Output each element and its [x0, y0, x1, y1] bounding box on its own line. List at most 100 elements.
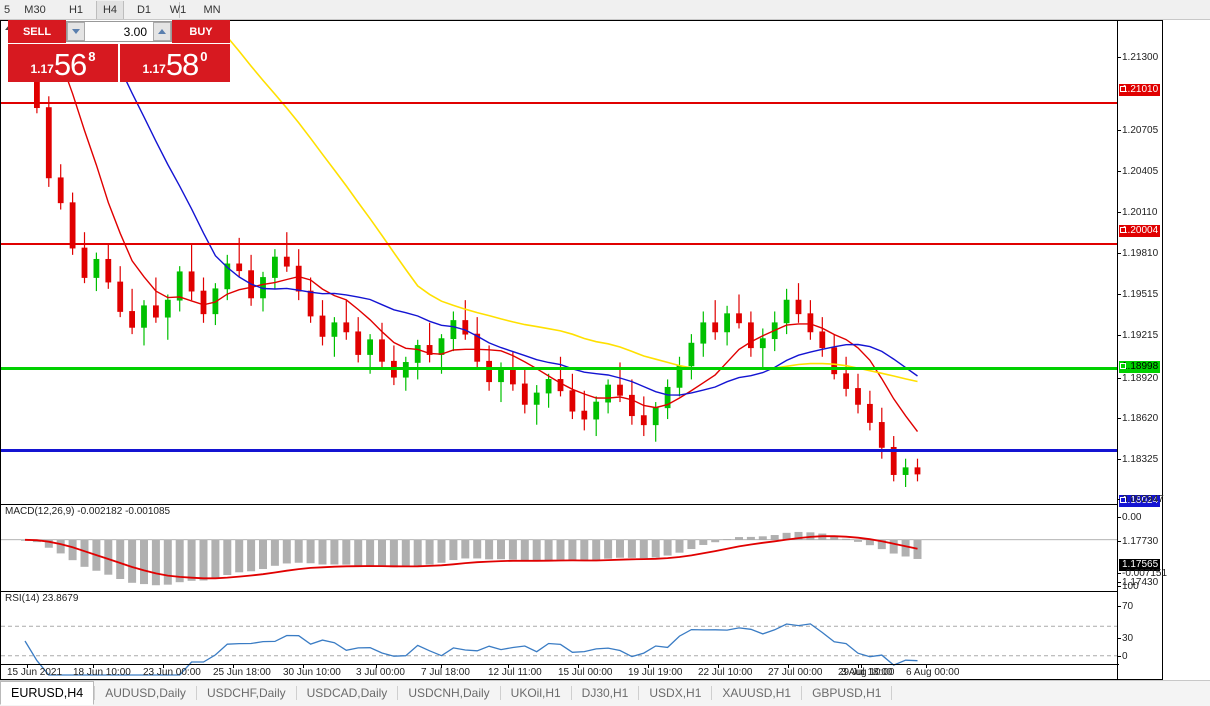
tab-separator	[891, 686, 893, 700]
time-axis-tick	[303, 665, 304, 668]
symbol-tab-usdx-h1[interactable]: USDX,H1	[649, 686, 702, 700]
timeframe-button-m30[interactable]: M30	[24, 4, 46, 16]
panel-divider-macd	[1, 504, 1119, 505]
tab-separator	[195, 686, 197, 700]
symbol-tab-xauusd-h1[interactable]: XAUUSD,H1	[722, 686, 792, 700]
one-click-trading-controls: SELL 3.00 BUY	[8, 20, 230, 43]
indicator-axis-label: 70	[1117, 601, 1134, 612]
price-axis-label: 1.18325	[1117, 454, 1159, 465]
symbol-tab-audusd-daily[interactable]: AUDUSD,Daily	[105, 686, 186, 700]
volume-input[interactable]: 3.00	[123, 24, 147, 39]
macd-plot[interactable]	[1, 517, 1119, 595]
buy-price-fraction: 0	[200, 49, 208, 64]
horizontal-level-line-green[interactable]	[1, 367, 1119, 370]
price-level-label-green[interactable]: 1.18998	[1119, 361, 1161, 373]
tab-separator	[94, 686, 96, 700]
time-axis-tick	[861, 665, 862, 668]
symbol-tab-eurusd-h4[interactable]: EURUSD,H4	[0, 681, 95, 705]
time-axis-tick	[163, 665, 164, 668]
price-level-label-red[interactable]: 1.20004	[1119, 225, 1161, 237]
volume-increase-button[interactable]	[153, 22, 171, 41]
sell-price-main: 56	[53, 47, 87, 82]
tab-separator	[499, 686, 501, 700]
chevron-up-icon	[158, 29, 166, 34]
symbol-tab-gbpusd-h1[interactable]: GBPUSD,H1	[812, 686, 882, 700]
horizontal-level-line-blue[interactable]	[1, 449, 1119, 452]
price-axis-label: 1.18920	[1117, 373, 1159, 384]
price-level-label-blue[interactable]: 1.18024	[1119, 495, 1161, 507]
rsi-plot[interactable]	[1, 604, 1119, 678]
time-axis-label: 6 Aug 00:00	[906, 667, 960, 678]
buy-button[interactable]: BUY	[172, 20, 230, 43]
symbol-tab-dj30-h1[interactable]: DJ30,H1	[581, 686, 629, 700]
level-drag-handle[interactable]	[1120, 86, 1126, 92]
price-axis-label: 1.20405	[1117, 166, 1159, 177]
tab-separator	[295, 686, 297, 700]
price-axis-label: 1.17730	[1117, 536, 1159, 547]
level-drag-handle[interactable]	[1120, 227, 1126, 233]
timeframe-button-h4[interactable]: H4	[96, 1, 124, 19]
timeframe-button-w1[interactable]: W1	[169, 4, 187, 16]
time-axis-tick	[578, 665, 579, 668]
price-axis-label: 1.20110	[1117, 207, 1158, 218]
horizontal-level-line-red[interactable]	[1, 102, 1119, 104]
time-axis-label: 27 Jul 00:00	[768, 667, 823, 678]
tab-separator	[570, 686, 572, 700]
time-axis-label: 3 Jul 00:00	[356, 667, 405, 678]
time-axis-label: 25 Jun 18:00	[213, 667, 271, 678]
symbol-tab-usdcad-daily[interactable]: USDCAD,Daily	[306, 686, 388, 700]
symbol-tab-usdcnh-daily[interactable]: USDCNH,Daily	[408, 686, 490, 700]
time-axis-label: 7 Jul 18:00	[421, 667, 470, 678]
time-axis-tick	[858, 665, 859, 668]
volume-decrease-button[interactable]	[67, 22, 85, 41]
price-level-label-red[interactable]: 1.21010	[1119, 84, 1161, 96]
time-axis-label: 12 Jul 11:00	[488, 667, 542, 678]
volume-stepper[interactable]: 3.00	[66, 21, 172, 42]
price-level-label-black[interactable]: 1.17565	[1119, 559, 1161, 571]
level-drag-handle[interactable]	[1120, 363, 1126, 369]
timeframe-button-5[interactable]: 5	[3, 4, 11, 16]
indicator-axis-label: 100	[1118, 581, 1139, 592]
tab-separator	[397, 686, 399, 700]
level-drag-handle[interactable]	[1120, 497, 1126, 503]
time-axis-tick	[508, 665, 509, 668]
price-axis-label: 1.19810	[1117, 248, 1159, 259]
price-axis-label: 1.20705	[1117, 125, 1159, 136]
price-axis-label: 1.19515	[1117, 289, 1159, 300]
time-axis-tick	[233, 665, 234, 668]
macd-label: MACD(12,26,9) -0.002182 -0.001085	[5, 506, 171, 517]
timeframe-button-d1[interactable]: D1	[136, 4, 152, 16]
buy-price-display[interactable]: 1.17 58 0	[120, 43, 230, 82]
tab-separator	[638, 686, 640, 700]
indicator-axis-label: 0	[1118, 651, 1128, 662]
sell-button[interactable]: SELL	[8, 20, 66, 43]
price-axis-label: 1.18620	[1117, 413, 1159, 424]
time-axis-tick	[718, 665, 719, 668]
time-axis-label: 18 Jun 10:00	[73, 667, 131, 678]
timeframe-button-h1[interactable]: H1	[68, 4, 84, 16]
sell-price-display[interactable]: 1.17 56 8	[8, 43, 118, 82]
time-axis-tick	[376, 665, 377, 668]
price-axis-label: 1.19215	[1117, 330, 1159, 341]
symbol-tab-bar: EURUSD,H4 AUDUSD,Daily USDCHF,Daily USDCAD,…	[0, 680, 1210, 706]
indicator-axis-label: -0.007151	[1117, 568, 1168, 579]
panel-divider-rsi	[1, 591, 1119, 592]
indicator-axis-label: 0.002947	[1118, 494, 1164, 505]
time-axis-tick	[27, 665, 28, 668]
symbol-tab-ukoil-h1[interactable]: UKOil,H1	[510, 686, 561, 700]
chart-window[interactable]: EURUSD,H4 1.17597 1.17629 1.17536 1.1756…	[0, 20, 1167, 680]
time-axis-label: 19 Jul 19:00	[628, 667, 683, 678]
time-axis-label: 30 Jun 10:00	[283, 667, 341, 678]
sell-price-prefix: 1.17	[30, 62, 54, 76]
horizontal-level-line-red[interactable]	[1, 243, 1119, 245]
indicator-axis-label: 0.00	[1117, 512, 1142, 523]
price-plot[interactable]	[1, 34, 1119, 504]
time-axis-label: 15 Jul 00:00	[558, 667, 613, 678]
symbol-tab-usdchf-daily[interactable]: USDCHF,Daily	[206, 686, 286, 700]
indicator-axis-label: 30	[1117, 633, 1134, 644]
time-scale: 15 Jun 2021 18 Jun 10:00 23 Jun 00:00 25 Ju…	[1, 664, 1119, 679]
one-click-trading-panel[interactable]: SELL 3.00 BUY 1.17 56 8 1.17 58 0	[8, 20, 230, 82]
price-scale[interactable]: 1.21300 1.21010 1.20705 1.20405 1.20110 1.200…	[1117, 21, 1167, 679]
price-axis-label: 1.21300	[1117, 52, 1159, 63]
timeframe-button-mn[interactable]: MN	[203, 4, 221, 16]
